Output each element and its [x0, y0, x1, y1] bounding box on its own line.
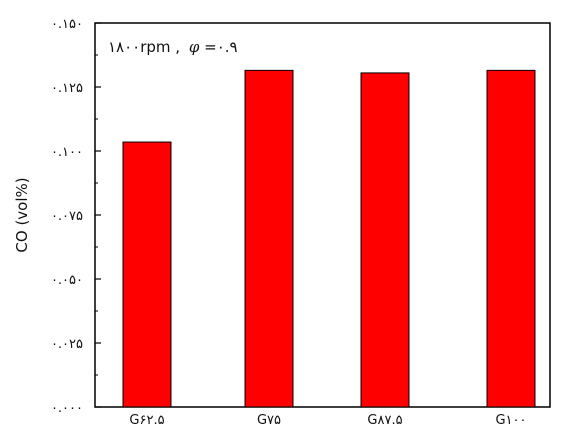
annotation-phi-symbol: φ [189, 38, 200, 56]
bar-1 [122, 141, 172, 408]
annotation-text: ۱۸۰۰rpm , φ =۰.۹ [108, 38, 238, 56]
y-tick-label: ۰.۰۲۵ [51, 337, 83, 352]
bar-2 [244, 69, 294, 408]
x-tick-label: G۷۵ [257, 413, 281, 426]
annotation-phi-value: =۰.۹ [204, 38, 237, 56]
x-tick-label: G۶۲.۵ [129, 413, 164, 426]
x-tick-label: G۸۷.۵ [367, 413, 402, 426]
y-tick-label: ۰.۱۰۰ [51, 145, 83, 160]
y-tick-label: ۰.۱۲۵ [51, 81, 83, 96]
bar-4 [486, 69, 536, 408]
y-tick-label: ۰.۰۰۰ [51, 401, 83, 416]
y-tick-label: ۰.۱۵۰ [51, 17, 83, 32]
annotation-speed: ۱۸۰۰rpm , [108, 38, 180, 56]
y-tick-label: ۰.۰۷۵ [51, 209, 83, 224]
y-axis-title: CO (vol%) [13, 177, 31, 252]
y-ticks-group: ۰.۰۰۰ ۰.۰۲۵ ۰.۰۵۰ ۰.۰۷۵ ۰.۱۰۰ ۰.۱۲۵ ۰.۱۵۰ [51, 17, 101, 416]
y-tick-label: ۰.۰۵۰ [51, 273, 83, 288]
bar-3 [360, 72, 410, 408]
x-tick-label: G۱۰۰ [495, 413, 526, 426]
x-ticks-group: G۶۲.۵ G۷۵ G۸۷.۵ G۱۰۰ [129, 413, 526, 426]
bars-group [122, 69, 536, 408]
